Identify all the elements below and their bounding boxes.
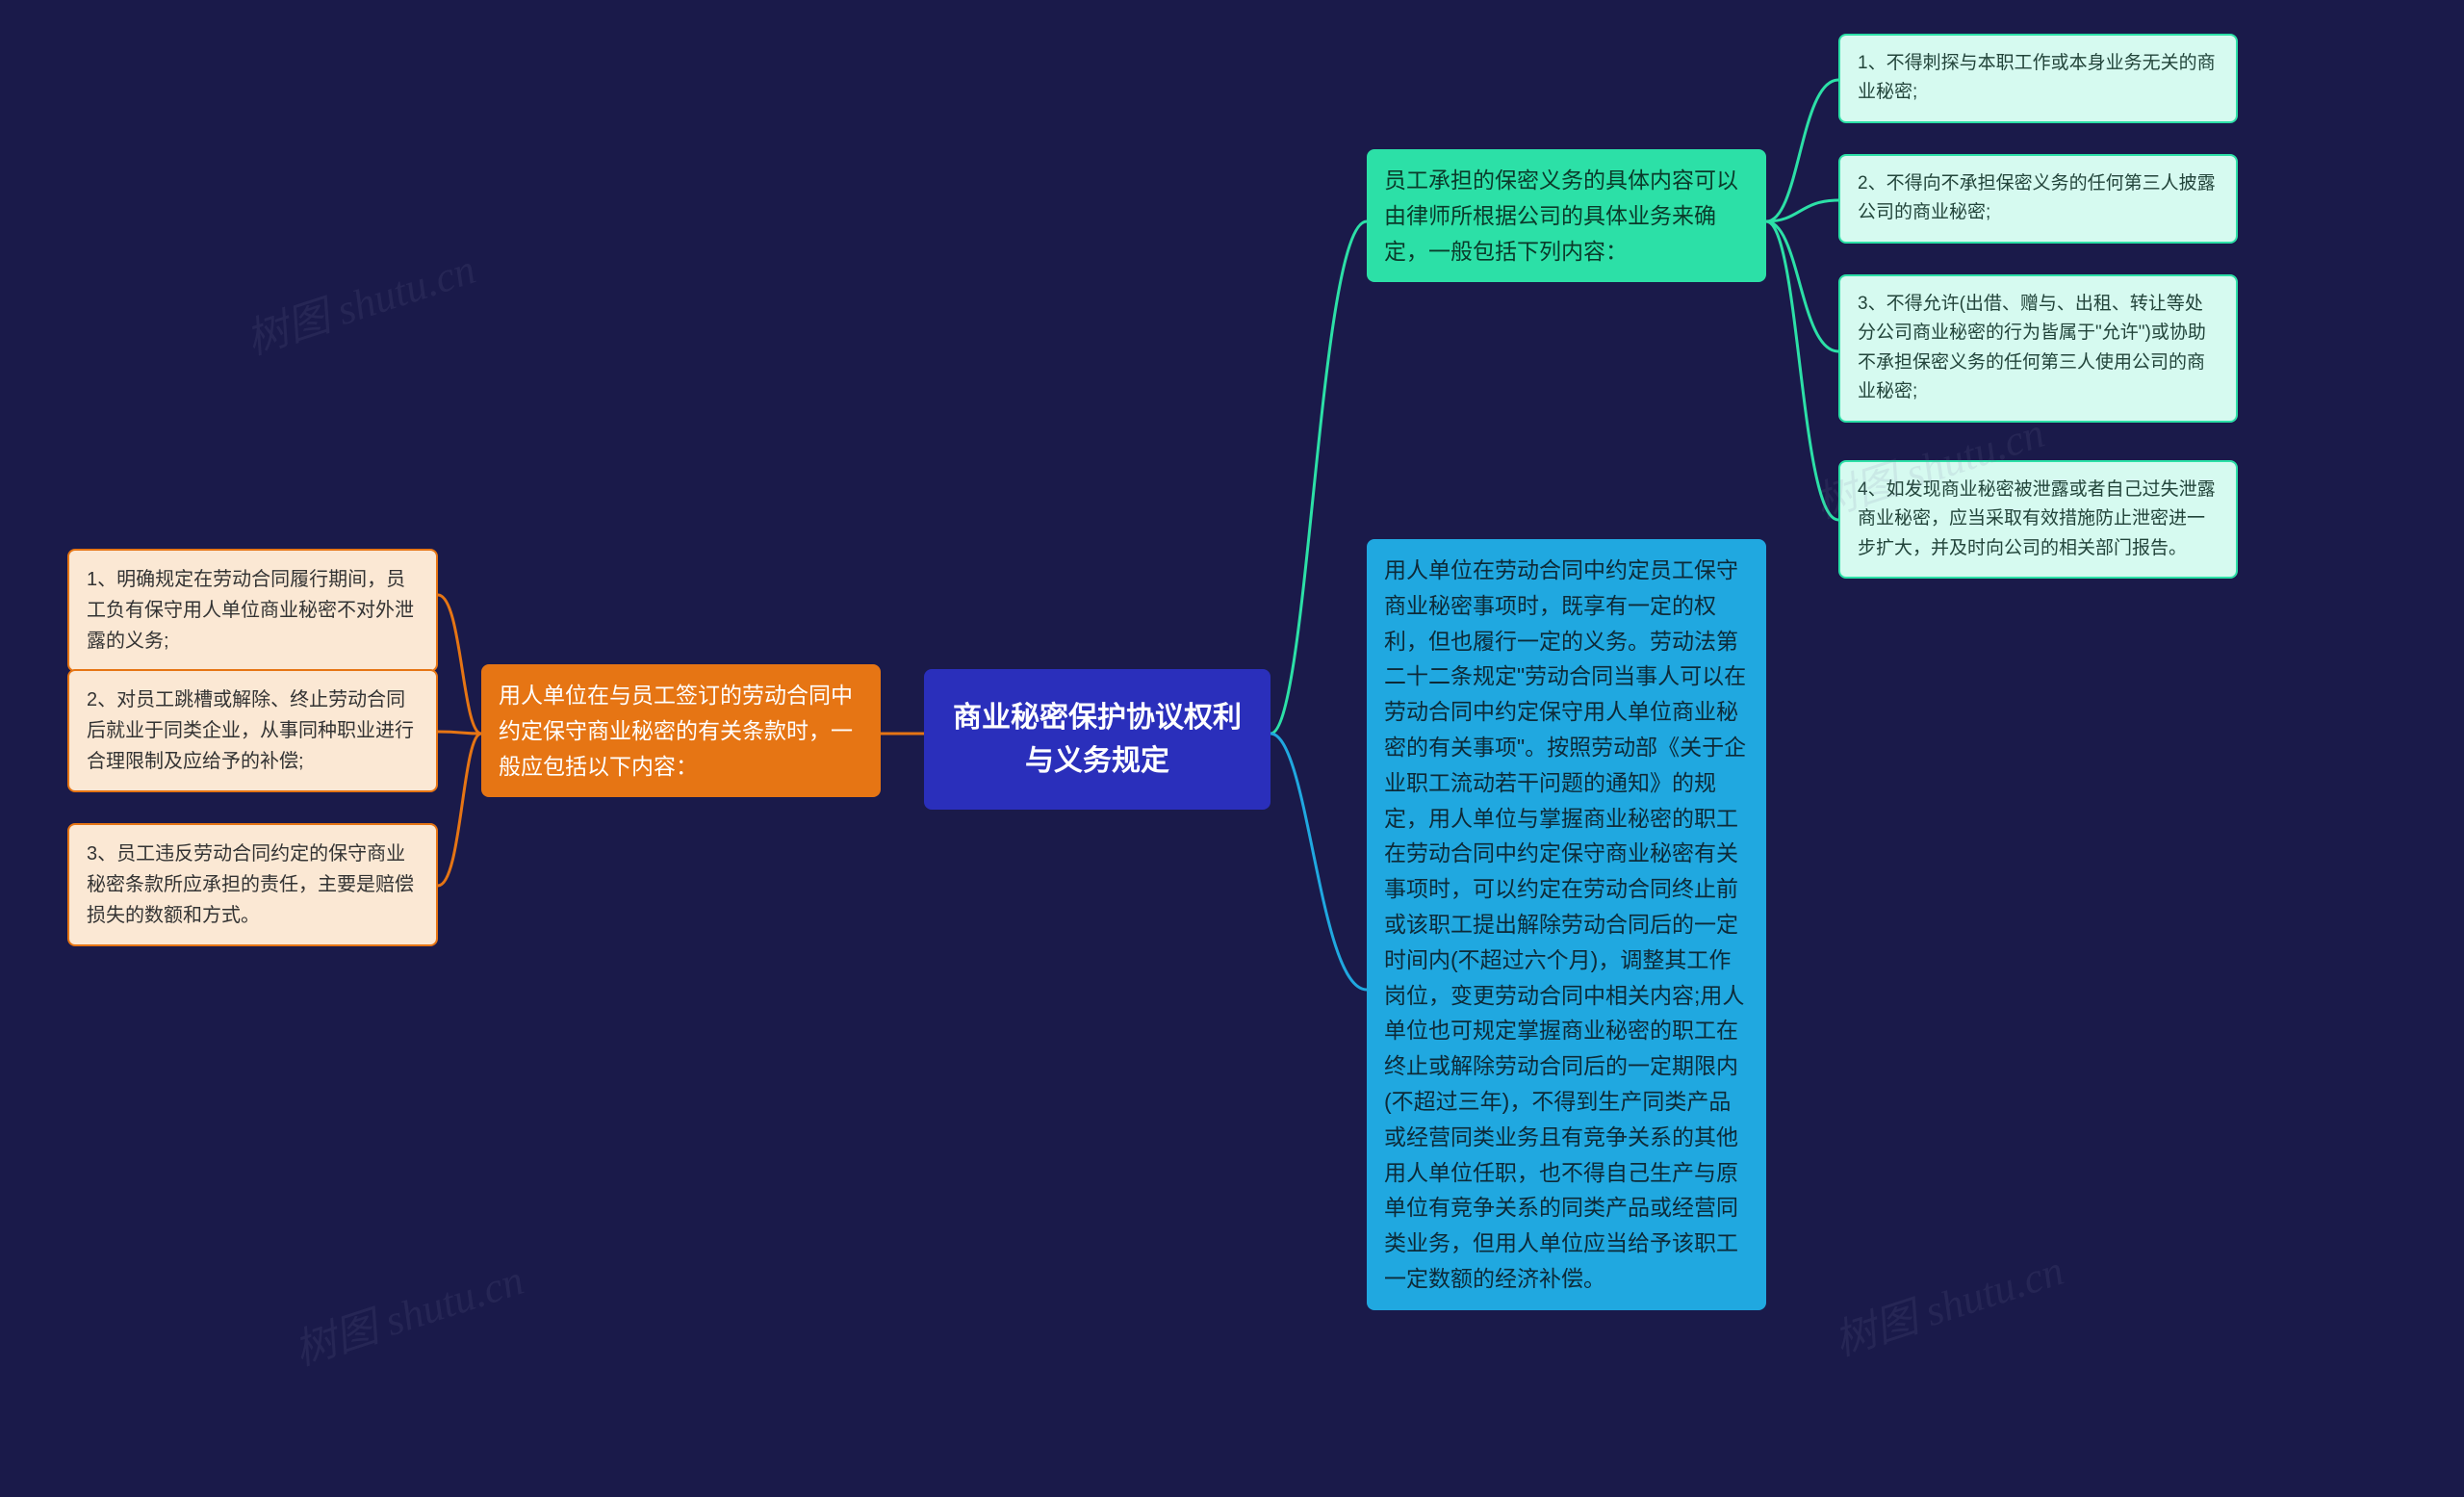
left-leaf-3[interactable]: 3、员工违反劳动合同约定的保守商业秘密条款所应承担的责任，主要是赔偿损失的数额和… bbox=[67, 823, 438, 946]
left-leaf-2[interactable]: 2、对员工跳槽或解除、终止劳动合同后就业于同类企业，从事同种职业进行合理限制及应… bbox=[67, 669, 438, 792]
right-top-leaf-4-text: 4、如发现商业秘密被泄露或者自己过失泄露商业秘密，应当采取有效措施防止泄密进一步… bbox=[1858, 479, 2216, 558]
left-branch-node[interactable]: 用人单位在与员工签订的劳动合同中约定保守商业秘密的有关条款时，一般应包括以下内容… bbox=[481, 664, 881, 797]
left-leaf-1-text: 1、明确规定在劳动合同履行期间，员工负有保守用人单位商业秘密不对外泄露的义务; bbox=[87, 569, 414, 652]
root-node[interactable]: 商业秘密保护协议权利与义务规定 bbox=[924, 669, 1270, 810]
right-top-leaf-4[interactable]: 4、如发现商业秘密被泄露或者自己过失泄露商业秘密，应当采取有效措施防止泄密进一步… bbox=[1838, 460, 2238, 579]
left-leaf-1[interactable]: 1、明确规定在劳动合同履行期间，员工负有保守用人单位商业秘密不对外泄露的义务; bbox=[67, 549, 438, 672]
left-leaf-3-text: 3、员工违反劳动合同约定的保守商业秘密条款所应承担的责任，主要是赔偿损失的数额和… bbox=[87, 843, 414, 926]
watermark: 树图 shutu.cn bbox=[285, 1245, 530, 1377]
root-title: 商业秘密保护协议权利与义务规定 bbox=[953, 702, 1242, 777]
right-top-leaf-3-text: 3、不得允许(出借、赠与、出租、转让等处分公司商业秘密的行为皆属于"允许")或协… bbox=[1858, 294, 2206, 401]
right-bottom-text: 用人单位在劳动合同中约定员工保守商业秘密事项时，既享有一定的权利，但也履行一定的… bbox=[1384, 557, 1746, 1291]
right-top-leaf-3[interactable]: 3、不得允许(出借、赠与、出租、转让等处分公司商业秘密的行为皆属于"允许")或协… bbox=[1838, 274, 2238, 423]
watermark: 树图 shutu.cn bbox=[237, 234, 482, 366]
right-top-leaf-1[interactable]: 1、不得刺探与本职工作或本身业务无关的商业秘密; bbox=[1838, 34, 2238, 123]
right-bottom-node[interactable]: 用人单位在劳动合同中约定员工保守商业秘密事项时，既享有一定的权利，但也履行一定的… bbox=[1367, 539, 1766, 1310]
watermark: 树图 shutu.cn bbox=[1825, 1235, 2070, 1367]
right-top-leaf-2[interactable]: 2、不得向不承担保密义务的任何第三人披露公司的商业秘密; bbox=[1838, 154, 2238, 244]
right-top-branch-node[interactable]: 员工承担的保密义务的具体内容可以由律师所根据公司的具体业务来确定，一般包括下列内… bbox=[1367, 149, 1766, 282]
left-branch-text: 用人单位在与员工签订的劳动合同中约定保守商业秘密的有关条款时，一般应包括以下内容… bbox=[499, 683, 853, 779]
left-leaf-2-text: 2、对员工跳槽或解除、终止劳动合同后就业于同类企业，从事同种职业进行合理限制及应… bbox=[87, 689, 414, 772]
right-top-leaf-2-text: 2、不得向不承担保密义务的任何第三人披露公司的商业秘密; bbox=[1858, 173, 2216, 222]
right-top-branch-text: 员工承担的保密义务的具体内容可以由律师所根据公司的具体业务来确定，一般包括下列内… bbox=[1384, 168, 1738, 264]
mindmap-canvas: 商业秘密保护协议权利与义务规定 用人单位在与员工签订的劳动合同中约定保守商业秘密… bbox=[0, 0, 2464, 1497]
right-top-leaf-1-text: 1、不得刺探与本职工作或本身业务无关的商业秘密; bbox=[1858, 53, 2216, 102]
